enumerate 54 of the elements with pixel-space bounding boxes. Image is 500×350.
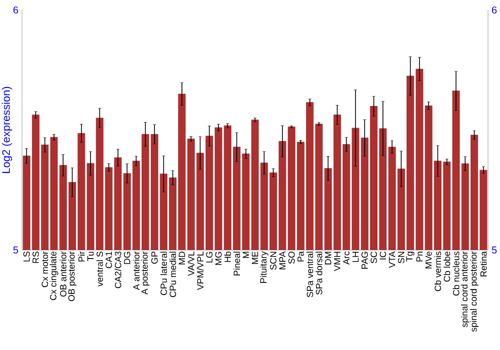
x-tick-label: Pn bbox=[416, 252, 423, 262]
x-tick-label: VPM/VPL bbox=[196, 251, 204, 290]
x-tick-label: GP bbox=[151, 252, 158, 264]
y-axis-title: Log2 (expression) bbox=[2, 86, 12, 173]
y2-tick-label: 5 bbox=[492, 246, 497, 254]
x-tick-label: SN bbox=[398, 252, 404, 264]
x-tick-label: A posterior bbox=[141, 251, 150, 295]
x-tick-label: LG bbox=[206, 252, 212, 262]
x-tick-label: Pituitary bbox=[260, 251, 268, 283]
x-tick-label: CPu lateral bbox=[160, 252, 167, 296]
x-tick-label: SCN bbox=[270, 252, 276, 270]
x-tick-label: Cx cingulate bbox=[50, 252, 58, 300]
x-tick-label: A anterior bbox=[132, 251, 140, 290]
x-tick-label: SPa dorsal bbox=[316, 252, 322, 295]
x-tick-label: spinal cord anterior bbox=[460, 251, 470, 328]
x-tick-label: PAG bbox=[361, 252, 368, 269]
x-tick-label: SO bbox=[288, 252, 295, 264]
x-tick-label: Arc bbox=[343, 251, 350, 265]
x-tick-label: CPu medial bbox=[169, 252, 176, 298]
x-tick-label: M bbox=[242, 252, 249, 258]
x-tick-label: Cb lobe bbox=[444, 252, 450, 282]
x-tick-label: Cb nucleus bbox=[452, 252, 460, 296]
x-tick-label: OB posterior bbox=[68, 251, 76, 302]
x-tick-label: DG bbox=[124, 252, 130, 264]
x-tick-label: ME bbox=[252, 252, 258, 264]
x-tick-label: LH bbox=[352, 252, 359, 262]
x-tick-label: CA2/CA3 bbox=[114, 252, 122, 288]
x-tick-label: ventral S bbox=[96, 252, 103, 287]
x-tick-label: SC bbox=[370, 252, 377, 264]
x-tick-label: IC bbox=[380, 252, 386, 260]
x-tick-label: MPA bbox=[279, 251, 286, 270]
x-tick-label: Pineal bbox=[233, 252, 240, 276]
x-tick-label: Pir bbox=[78, 251, 85, 262]
x-tick-label: Tg bbox=[406, 252, 414, 262]
x-tick-label: SPa ventral bbox=[306, 252, 314, 298]
x-tick-label: VTA bbox=[388, 251, 396, 268]
x-tick-label: LS bbox=[23, 252, 30, 262]
x-tick-label: Retina bbox=[480, 251, 487, 276]
y2-tick-label: 6 bbox=[492, 6, 497, 14]
x-tick-label: RS bbox=[32, 252, 39, 263]
x-tick-label: DM bbox=[325, 252, 332, 264]
x-tick-label: Cb vermis bbox=[434, 252, 442, 292]
x-tick-label: Cx motor bbox=[42, 251, 48, 288]
x-tick-label: MVe bbox=[425, 252, 432, 268]
x-tick-label: VMH bbox=[334, 252, 340, 272]
x-tick-label: Hb bbox=[224, 252, 231, 262]
x-tick-label: OB anterior bbox=[60, 251, 66, 297]
x-tick-label: MG bbox=[215, 252, 222, 265]
x-tick-label: Tu bbox=[87, 252, 94, 262]
x-tick-label: Pa bbox=[298, 251, 304, 262]
x-tick-label: CA1 bbox=[106, 252, 112, 268]
x-tick-label: VA/VL bbox=[188, 251, 194, 276]
x-tick-label: spinal cord posterior bbox=[470, 251, 478, 332]
x-tick-label: MD bbox=[178, 252, 185, 264]
